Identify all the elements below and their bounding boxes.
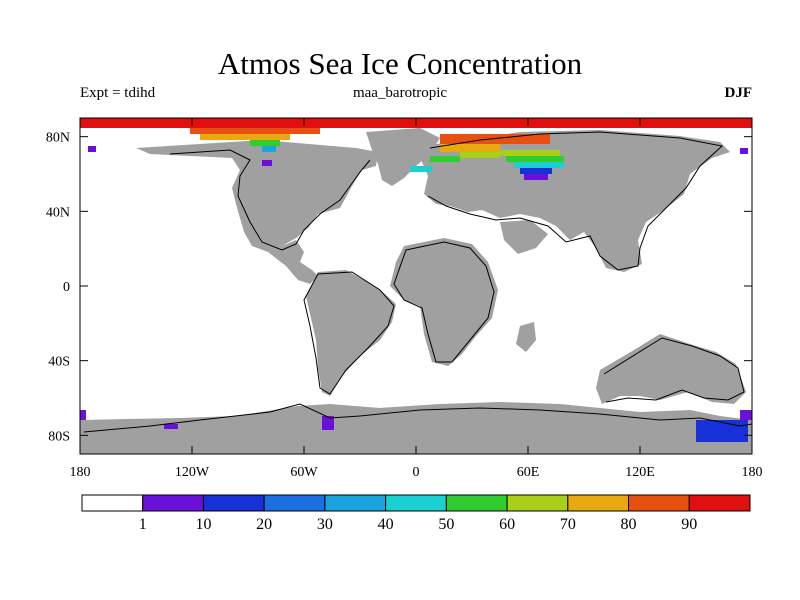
x-axis: 180 120W 60W 0 60E 120E 180 — [70, 118, 763, 480]
colorbar-swatch — [142, 494, 204, 512]
y-tick-label: 40S — [48, 355, 70, 370]
africa-coast — [393, 241, 495, 363]
antarctica-coast — [83, 403, 752, 433]
greenland-land — [366, 128, 440, 186]
map-title: Atmos Sea Ice Concentration — [217, 46, 583, 81]
colorbar-label: 70 — [560, 516, 576, 533]
y-tick-label: 0 — [63, 280, 70, 295]
africa-land — [390, 238, 498, 366]
x-tick-label: 0 — [413, 465, 420, 480]
bering-ice-1 — [88, 146, 96, 152]
kara-ice-50 — [506, 156, 564, 162]
colorbar: 1 10 20 30 40 50 60 70 80 90 — [81, 494, 751, 533]
ross-ice-10 — [696, 420, 748, 442]
x-tick-label: 120W — [175, 465, 210, 480]
colorbar-swatch — [688, 494, 751, 512]
ross-ice-1 — [740, 410, 752, 420]
colorbar-label: 30 — [317, 516, 333, 533]
north-america-coast — [169, 149, 371, 251]
australia-coast — [603, 337, 745, 403]
colorbar-swatch — [81, 494, 144, 512]
colorbar-label: 1 — [139, 516, 147, 533]
eurasia-coast — [427, 131, 724, 271]
baltic-ice-50 — [430, 156, 460, 162]
colorbar-label: 90 — [681, 516, 697, 533]
y-tick-label: 40N — [46, 205, 70, 220]
madagascar-land — [516, 322, 536, 352]
north-pacific-ice-40 — [262, 146, 276, 152]
experiment-label: Expt = tdihd — [80, 85, 156, 101]
bellingshausen-ice-1 — [164, 424, 178, 429]
y-axis: 80N 40N 0 40S 80S — [46, 131, 752, 444]
x-tick-label: 180 — [70, 465, 91, 480]
map-plot-area — [80, 118, 752, 454]
kara-ice-40 — [514, 162, 564, 168]
colorbar-swatch — [385, 494, 447, 512]
barents-ice-60 — [460, 152, 500, 158]
north-pacific-ice-80 — [190, 128, 320, 134]
eurasia-land — [420, 130, 730, 272]
x-tick-label: 60W — [290, 465, 318, 480]
colorbar-label: 40 — [378, 516, 394, 533]
colorbar-swatch — [202, 494, 265, 512]
barents-ice-70 — [440, 144, 500, 152]
colorbar-label: 10 — [195, 516, 211, 533]
north-pacific-ice-1 — [262, 160, 272, 166]
weddell-ice-1 — [322, 416, 334, 430]
y-tick-label: 80S — [48, 429, 70, 444]
baltic-ice-40 — [410, 166, 432, 172]
season-label: DJF — [724, 85, 753, 101]
x-tick-label: 180 — [742, 465, 763, 480]
kara-ice-60 — [500, 150, 560, 156]
coastlines — [83, 131, 752, 433]
north-pacific-ice-70 — [200, 134, 290, 140]
kara-ice-10 — [520, 168, 552, 174]
colorbar-swatch — [567, 494, 630, 512]
colorbar-swatch — [263, 494, 326, 512]
colorbar-label: 60 — [499, 516, 515, 533]
central-america-land — [268, 240, 318, 284]
amundsen-ice-1 — [80, 410, 86, 420]
colorbar-label: 20 — [256, 516, 272, 533]
colorbar-swatch — [506, 494, 569, 512]
colorbar-swatch — [445, 494, 508, 512]
colorbar-label: 50 — [438, 516, 454, 533]
y-tick-label: 80N — [46, 131, 70, 146]
x-tick-label: 60E — [517, 465, 540, 480]
x-tick-label: 120E — [625, 465, 655, 480]
model-label: maa_barotropic — [352, 85, 448, 101]
north-pacific-ice-50 — [250, 140, 280, 146]
south-america-coast — [303, 271, 395, 395]
colorbar-swatch — [628, 494, 690, 512]
kara-ice-1 — [524, 174, 548, 180]
arabia-land — [500, 220, 548, 254]
north-america-land — [136, 140, 378, 252]
east-siberia-ice-1 — [740, 148, 748, 154]
south-america-land — [306, 270, 396, 396]
colorbar-label: 80 — [621, 516, 637, 533]
colorbar-swatch — [324, 494, 387, 512]
